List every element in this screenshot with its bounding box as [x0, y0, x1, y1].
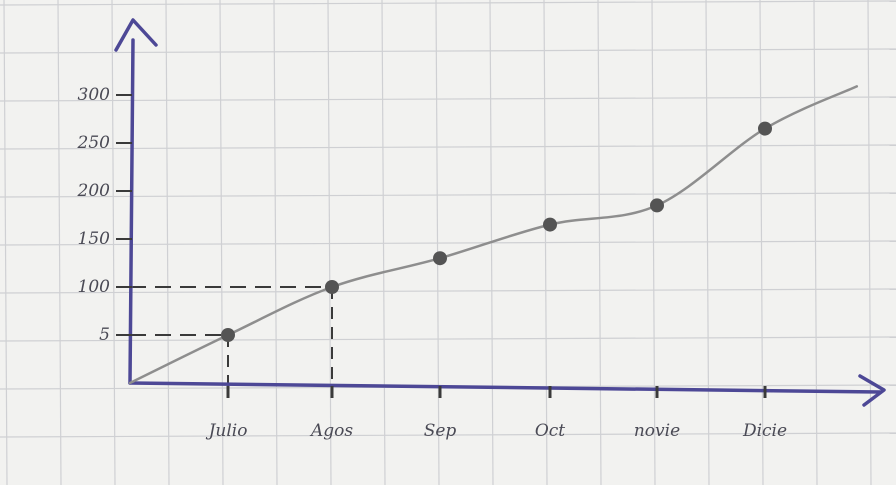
grid-line-horizontal [0, 144, 896, 150]
y-tick-label: 150 [78, 229, 111, 249]
grid-line-vertical [219, 0, 224, 485]
data-point [433, 251, 447, 266]
y-tick-label: 100 [78, 277, 111, 297]
y-tick-label: 200 [77, 181, 111, 201]
y-tick-label: 250 [77, 133, 111, 153]
grid-line-horizontal [0, 96, 896, 102]
grid-line-horizontal [0, 240, 896, 246]
axes [114, 18, 886, 407]
data-point [543, 217, 557, 232]
data-point [325, 280, 339, 294]
grid-line-vertical [759, 0, 764, 485]
series-line [128, 85, 859, 385]
x-tick-label: Oct [535, 421, 565, 441]
grid-line-horizontal [0, 192, 896, 198]
grid-line-vertical [705, 0, 710, 485]
grid-line-horizontal [0, 288, 896, 294]
x-tick-label: Agos [309, 421, 353, 441]
grid-line-vertical [111, 0, 116, 485]
points-group [221, 121, 772, 342]
grid-line-horizontal [0, 0, 896, 6]
x-tick-label: novie [634, 421, 680, 441]
series-group [128, 85, 859, 385]
x-ticks: Julio Agos Sep Oct novie Dicie [206, 386, 787, 441]
grid-line-vertical [867, 0, 872, 485]
grid-line-vertical [165, 0, 170, 485]
data-point [758, 121, 772, 136]
grid-line-horizontal [0, 48, 896, 54]
grid-line-horizontal [0, 432, 896, 438]
x-tick-label: Sep [424, 421, 457, 441]
y-axis-line [128, 38, 135, 385]
grid-line-vertical [3, 0, 8, 485]
data-point [650, 198, 664, 213]
y-axis-arrow [114, 18, 158, 52]
grid-line-vertical [273, 0, 278, 485]
x-axis-line [128, 381, 882, 394]
x-tick-label: Julio [206, 421, 248, 441]
x-tick-label: Dicie [742, 421, 787, 441]
y-tick-label: 5 [99, 325, 110, 345]
data-point [221, 328, 235, 342]
grid-line-vertical [57, 0, 62, 485]
guide-lines [130, 286, 333, 387]
grid-line-vertical [381, 0, 386, 485]
y-ticks: 5 100 150 200 250 300 [77, 85, 132, 345]
x-axis-arrow [858, 374, 886, 407]
grid-line-vertical [813, 0, 818, 485]
grid-line-horizontal [0, 336, 896, 342]
grid-line-vertical [327, 0, 332, 485]
y-tick-label: 300 [78, 85, 111, 105]
